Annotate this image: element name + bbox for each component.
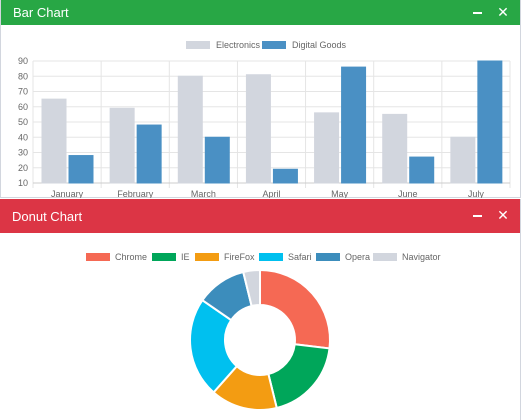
legend-swatch-safari xyxy=(259,253,283,261)
x-tick-label: March xyxy=(191,189,216,198)
bar-chart-title: Bar Chart xyxy=(13,5,69,20)
y-tick-label: 10 xyxy=(18,178,28,188)
donut-chart-title: Donut Chart xyxy=(12,208,83,224)
donut-chart: Chrome IE FireFox Safari Opera Navigator xyxy=(86,252,441,411)
bar-digital-goods-march xyxy=(204,136,230,184)
bar-digital-goods-july xyxy=(477,60,503,184)
donut-chart-close-button[interactable]: ✕ xyxy=(496,209,510,223)
slice-ie xyxy=(267,343,331,410)
bar-chart-panel: Bar Chart ✕ Electronics Digital Goods 10 20… xyxy=(0,0,521,198)
legend-swatch-chrome xyxy=(86,253,110,261)
slice-chrome xyxy=(259,268,331,350)
bar-electronics-may xyxy=(314,112,340,184)
close-icon: ✕ xyxy=(497,208,509,224)
x-tick-label: May xyxy=(331,189,349,198)
bar-chart-close-button[interactable]: ✕ xyxy=(496,6,510,20)
donut-chart-panel: Donut Chart ✕ Chrome IE FireFox Safari Opera… xyxy=(0,199,521,420)
bar-digital-goods-january xyxy=(68,155,94,184)
legend-swatch-1 xyxy=(262,41,286,49)
x-tick-label: January xyxy=(51,189,84,198)
legend-label-firefox: FireFox xyxy=(224,252,255,262)
bar-electronics-february xyxy=(109,107,135,184)
x-tick-label: April xyxy=(262,189,280,198)
legend-label-0: Electronics xyxy=(216,40,261,50)
bar-chart-minimize-button[interactable] xyxy=(470,6,484,20)
x-tick-label: June xyxy=(398,189,418,198)
legend-swatch-firefox xyxy=(195,253,219,261)
y-tick-label: 30 xyxy=(18,148,28,158)
legend-label-1: Digital Goods xyxy=(292,40,347,50)
bar-electronics-march xyxy=(177,75,203,184)
bar-electronics-january xyxy=(41,98,67,184)
close-icon: ✕ xyxy=(497,4,509,21)
y-tick-label: 40 xyxy=(18,132,28,142)
legend-swatch-navigator xyxy=(373,253,397,261)
donut-chart-header: Donut Chart ✕ xyxy=(0,199,520,233)
y-tick-label: 20 xyxy=(18,163,28,173)
donut-chart-minimize-button[interactable] xyxy=(470,209,484,223)
bar-digital-goods-may xyxy=(341,66,367,184)
bar-digital-goods-june xyxy=(409,156,435,184)
bar-electronics-july xyxy=(450,136,476,184)
bar-chart: Electronics Digital Goods 10 20 30 40 50 60 70 80… xyxy=(18,40,511,198)
y-tick-label: 80 xyxy=(18,71,28,81)
legend-label-navigator: Navigator xyxy=(402,252,441,262)
bar-digital-goods-february xyxy=(136,124,162,184)
legend-label-ie: IE xyxy=(181,252,190,262)
legend-swatch-ie xyxy=(152,253,176,261)
legend-label-opera: Opera xyxy=(345,252,370,262)
y-tick-label: 70 xyxy=(18,87,28,97)
x-tick-label: July xyxy=(468,189,485,198)
bar-digital-goods-april xyxy=(272,168,298,184)
bar-electronics-april xyxy=(245,74,271,184)
y-tick-label: 60 xyxy=(18,102,28,112)
legend-swatch-0 xyxy=(186,41,210,49)
legend-label-chrome: Chrome xyxy=(115,252,147,262)
x-tick-label: February xyxy=(117,189,154,198)
bar-chart-header: Bar Chart ✕ xyxy=(1,0,520,25)
y-tick-label: 90 xyxy=(18,56,28,66)
y-tick-label: 50 xyxy=(18,117,28,127)
minus-icon xyxy=(472,215,482,217)
legend-label-safari: Safari xyxy=(288,252,312,262)
minus-icon xyxy=(472,11,482,14)
bar-electronics-june xyxy=(382,113,408,184)
legend-swatch-opera xyxy=(316,253,340,261)
slice-navigator xyxy=(242,268,261,308)
